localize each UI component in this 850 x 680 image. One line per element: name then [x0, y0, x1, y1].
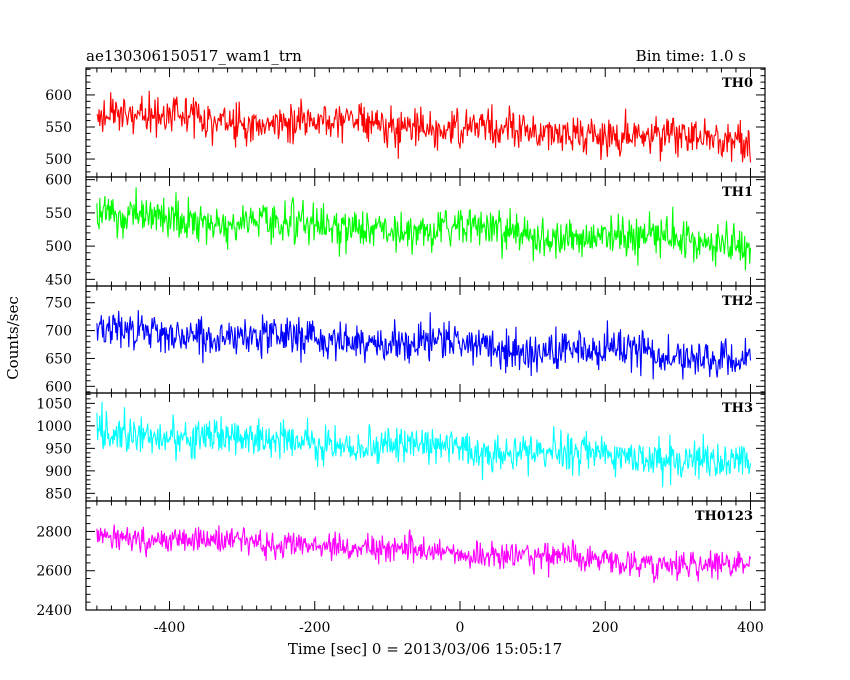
y-tick-label: 650 — [45, 351, 72, 367]
y-tick-label: 2800 — [36, 524, 72, 540]
panel-label-th3: TH3 — [722, 401, 753, 416]
bin-time-label: Bin time: 1.0 s — [636, 47, 746, 65]
y-tick-label: 1050 — [36, 396, 72, 412]
panel-th0123: 2400 2600 2800 TH0123 — [36, 500, 766, 619]
y-tick-label: 1000 — [36, 419, 72, 435]
x-axis-label: Time [sec] 0 = 2013/03/06 15:05:17 — [288, 640, 562, 658]
y-tick-label: 600 — [45, 173, 72, 189]
x-tick-labels: -400 -200 0 200 400 — [154, 620, 764, 636]
y-tick-label: 500 — [45, 239, 72, 255]
y-tick-label: 600 — [45, 88, 72, 104]
y-tick-label: 2400 — [36, 603, 72, 619]
series-line-th1 — [96, 187, 752, 271]
y-tick-label: 550 — [45, 120, 72, 136]
panel-label-th0123: TH0123 — [695, 509, 753, 524]
panels-group: 500 550 600 TH0 450 500 550 600 TH1 600 650 700 750 T… — [36, 67, 766, 619]
y-tick-label: 500 — [45, 152, 72, 168]
panel-th0: 500 550 600 TH0 — [45, 67, 766, 178]
panel-th3: 850 900 950 1000 1050 TH3 — [36, 392, 766, 502]
y-tick-label: 850 — [45, 486, 72, 502]
x-tick-label: 200 — [592, 620, 619, 636]
panel-label-th2: TH2 — [722, 294, 753, 309]
series-line-th3 — [96, 401, 752, 488]
series-line-th2 — [96, 310, 752, 380]
y-tick-label: 700 — [45, 324, 72, 340]
y-tick-label: 2600 — [36, 564, 72, 580]
x-tick-label: 0 — [456, 620, 465, 636]
series-line-th0 — [96, 90, 752, 163]
chart-title: ae130306150517_wam1_trn — [86, 47, 302, 65]
y-axis-label: Counts/sec — [4, 296, 22, 380]
panel-label-th1: TH1 — [722, 185, 753, 200]
panel-th2: 600 650 700 750 TH2 — [45, 285, 766, 395]
y-tick-label: 900 — [45, 464, 72, 480]
y-tick-label: 600 — [45, 379, 72, 395]
x-tick-label: 400 — [737, 620, 764, 636]
panel-th1: 450 500 550 600 TH1 — [45, 173, 766, 288]
x-tick-label: -200 — [299, 620, 330, 636]
y-tick-label: 750 — [45, 296, 72, 312]
y-tick-label: 450 — [45, 272, 72, 288]
x-tick-label: -400 — [154, 620, 185, 636]
series-line-th0123 — [96, 524, 752, 584]
y-tick-label: 950 — [45, 441, 72, 457]
y-tick-label: 550 — [45, 206, 72, 222]
panel-label-th0: TH0 — [722, 76, 753, 91]
